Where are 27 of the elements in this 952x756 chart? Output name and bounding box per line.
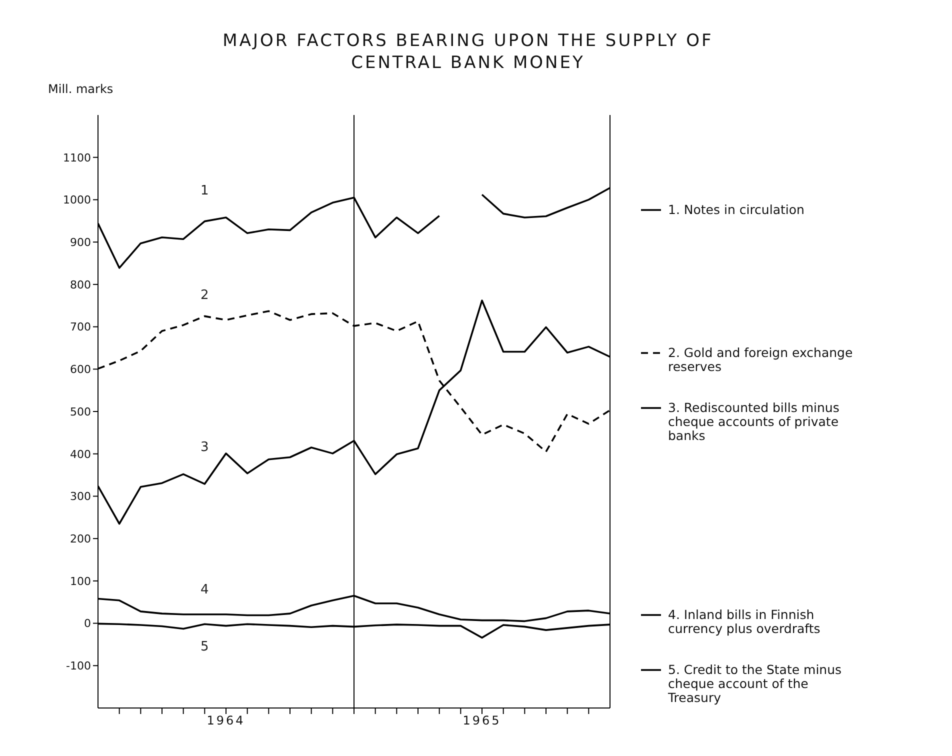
y-tick-label: 600 <box>70 363 91 376</box>
annotation: 5 <box>200 639 209 654</box>
y-tick-label: 800 <box>70 278 91 292</box>
y-tick-label: 500 <box>70 405 91 418</box>
y-tick-label: 700 <box>70 320 91 334</box>
chart-title: MAJOR FACTORS BEARING UPON THE SUPPLY OF CENTRAL BANK MONEY <box>222 30 714 74</box>
legend-label: 3. Rediscounted bills minus cheque accounts of private banks <box>668 400 840 443</box>
y-tick-label: 900 <box>70 236 91 249</box>
annotation: 4 <box>200 582 209 598</box>
y-axis-title: Mill. marks <box>48 82 114 96</box>
y-tick-label: 1100 <box>63 151 91 164</box>
y-tick-label: 1000 <box>63 194 91 207</box>
y-tick-label: 100 <box>70 574 91 588</box>
annotation: 1 <box>200 183 209 198</box>
x-tick-label: 1964 <box>206 714 246 728</box>
legend-label: 4. Inland bills in Finnish currency plus overdrafts <box>668 607 822 636</box>
annotation: 2 <box>200 288 209 304</box>
y-tick-label: 200 <box>70 532 91 546</box>
y-tick-label: 300 <box>70 490 91 504</box>
annotation: 3 <box>200 440 209 455</box>
y-tick-label: -100 <box>66 660 91 673</box>
legend-label: 1. Notes in circulation <box>668 202 806 217</box>
y-tick-label: 0 <box>84 617 91 630</box>
y-tick-label: 400 <box>70 448 91 461</box>
x-tick-label: 1965 <box>462 714 502 728</box>
legend-label: 2. Gold and foreign exchange reserves <box>668 345 854 374</box>
legend-label: 5. Credit to the State minus cheque account of the Treasury <box>668 662 843 705</box>
